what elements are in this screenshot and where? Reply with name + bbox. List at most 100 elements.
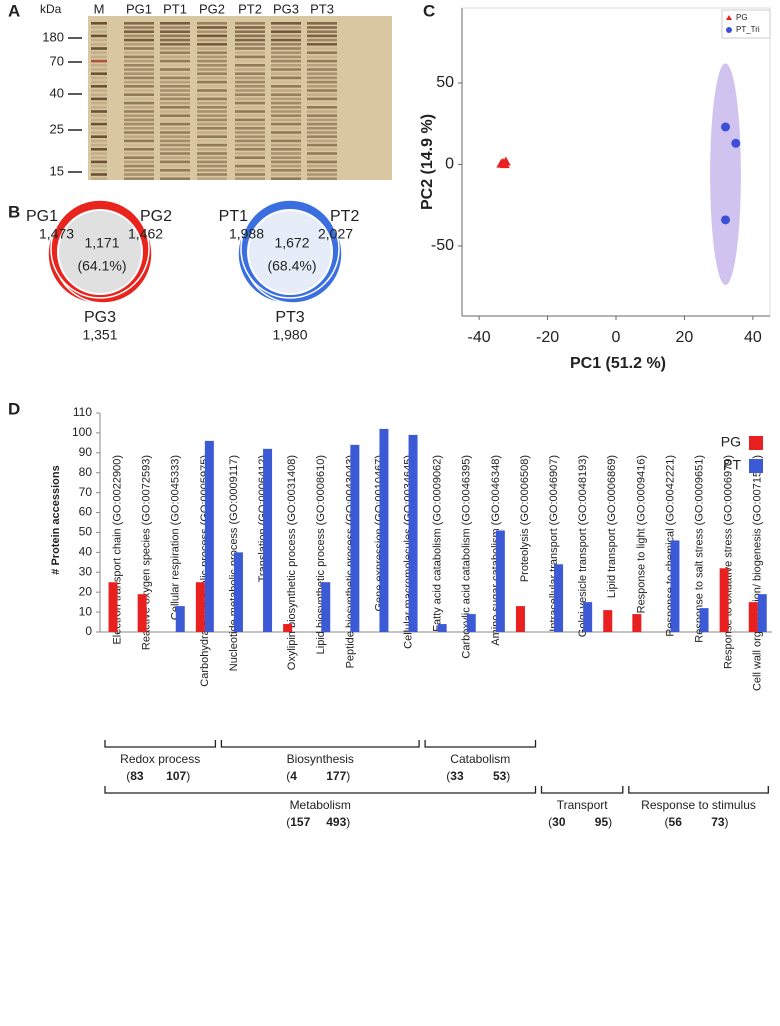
gel-band (307, 122, 337, 126)
gel-band (235, 131, 265, 134)
group-delimiter: ) (725, 815, 729, 829)
gel-band (124, 26, 154, 29)
gel-band (124, 106, 154, 109)
lane-label: PG1 (126, 1, 152, 16)
gel-band (235, 160, 265, 164)
y-tick-label: 30 (79, 564, 93, 578)
gel-band (91, 51, 107, 54)
gel-band (91, 34, 107, 38)
gel-band (307, 68, 337, 71)
point (731, 138, 741, 148)
gel-band (235, 43, 265, 46)
gel-band (91, 80, 107, 84)
gel-band (197, 59, 227, 63)
gel-band (91, 43, 107, 46)
gel-band (271, 68, 301, 71)
gel-band (235, 22, 265, 25)
gel-band (271, 26, 301, 29)
gel-band (124, 38, 154, 42)
gel-band (235, 97, 265, 101)
gel-band (197, 34, 227, 38)
gel-band (124, 80, 154, 84)
x-tick-label: -40 (468, 329, 491, 346)
group-count: 107 (166, 769, 186, 783)
group-bracket (104, 740, 217, 748)
gel-band (197, 160, 227, 164)
gel-band (160, 64, 190, 67)
gel-band (271, 72, 301, 75)
gel-band (197, 118, 227, 122)
gel-band (160, 148, 190, 151)
gel-band (91, 47, 107, 50)
gel-band (124, 59, 154, 63)
gel-band (197, 47, 227, 50)
gel-band (197, 143, 227, 147)
group-bracket (628, 786, 769, 794)
group-delimiter: ( (665, 815, 669, 829)
gel-band (160, 72, 190, 75)
gel-band (160, 118, 190, 122)
bar (515, 606, 525, 632)
gel-band (197, 152, 227, 155)
gel-band (271, 89, 301, 92)
gel-band (271, 55, 301, 59)
gel-band (91, 143, 107, 147)
gel-band (160, 164, 190, 168)
gel-band (124, 76, 154, 80)
legend-swatch (749, 436, 763, 450)
y-tick-label: 80 (79, 465, 93, 479)
gel-band (307, 160, 337, 164)
bar (379, 428, 389, 632)
gel-band (235, 89, 265, 92)
group-name: Catabolism (450, 752, 510, 766)
gel-band (91, 169, 107, 172)
panel-label: A (8, 1, 20, 20)
gel-band (160, 85, 190, 88)
gel-background (88, 16, 392, 180)
gel-band (271, 47, 301, 50)
gel-band (307, 106, 337, 109)
gel-band (197, 30, 227, 33)
gel-band (235, 26, 265, 29)
gel-band (271, 139, 301, 143)
gel-band (235, 127, 265, 130)
x-axis-title: PC1 (51.2 %) (570, 355, 666, 372)
y-tick-label: 110 (73, 405, 92, 419)
gel-band (271, 173, 301, 176)
gel-band (235, 55, 265, 59)
bar (583, 602, 593, 632)
gel-band (197, 26, 227, 29)
gel-band (235, 30, 265, 33)
gel-band (91, 164, 107, 168)
gel-band (271, 59, 301, 63)
gel-band (235, 110, 265, 113)
set-name: PT2 (330, 208, 359, 225)
gel-band (124, 143, 154, 147)
gel-band (307, 43, 337, 46)
gel-band (91, 148, 107, 151)
gel-band (197, 127, 227, 130)
x-tick-label: Golgi vesicle transport (GO:0048193) (577, 455, 589, 637)
gel-band (235, 106, 265, 109)
y-tick-label: 100 (72, 425, 92, 439)
legend-box (721, 9, 771, 39)
gel-band (160, 22, 190, 25)
legend-label: PT (723, 457, 741, 473)
gel-band (124, 72, 154, 75)
y-tick-label: 90 (79, 445, 93, 459)
gel-band (160, 139, 190, 143)
group-count: 95 (595, 815, 609, 829)
group-count: 30 (552, 815, 566, 829)
gel-band (307, 118, 337, 122)
lane-label: PT2 (238, 1, 262, 16)
y-tick-label: 50 (436, 74, 454, 91)
gel-band (160, 101, 190, 105)
gel-band (235, 85, 265, 88)
gel-band (91, 97, 107, 101)
gel-band (307, 97, 337, 101)
set-name: PT1 (219, 208, 248, 225)
gel-band (307, 127, 337, 130)
gel-band (271, 114, 301, 117)
gel-band (91, 118, 107, 122)
venn-overlap (247, 209, 333, 295)
